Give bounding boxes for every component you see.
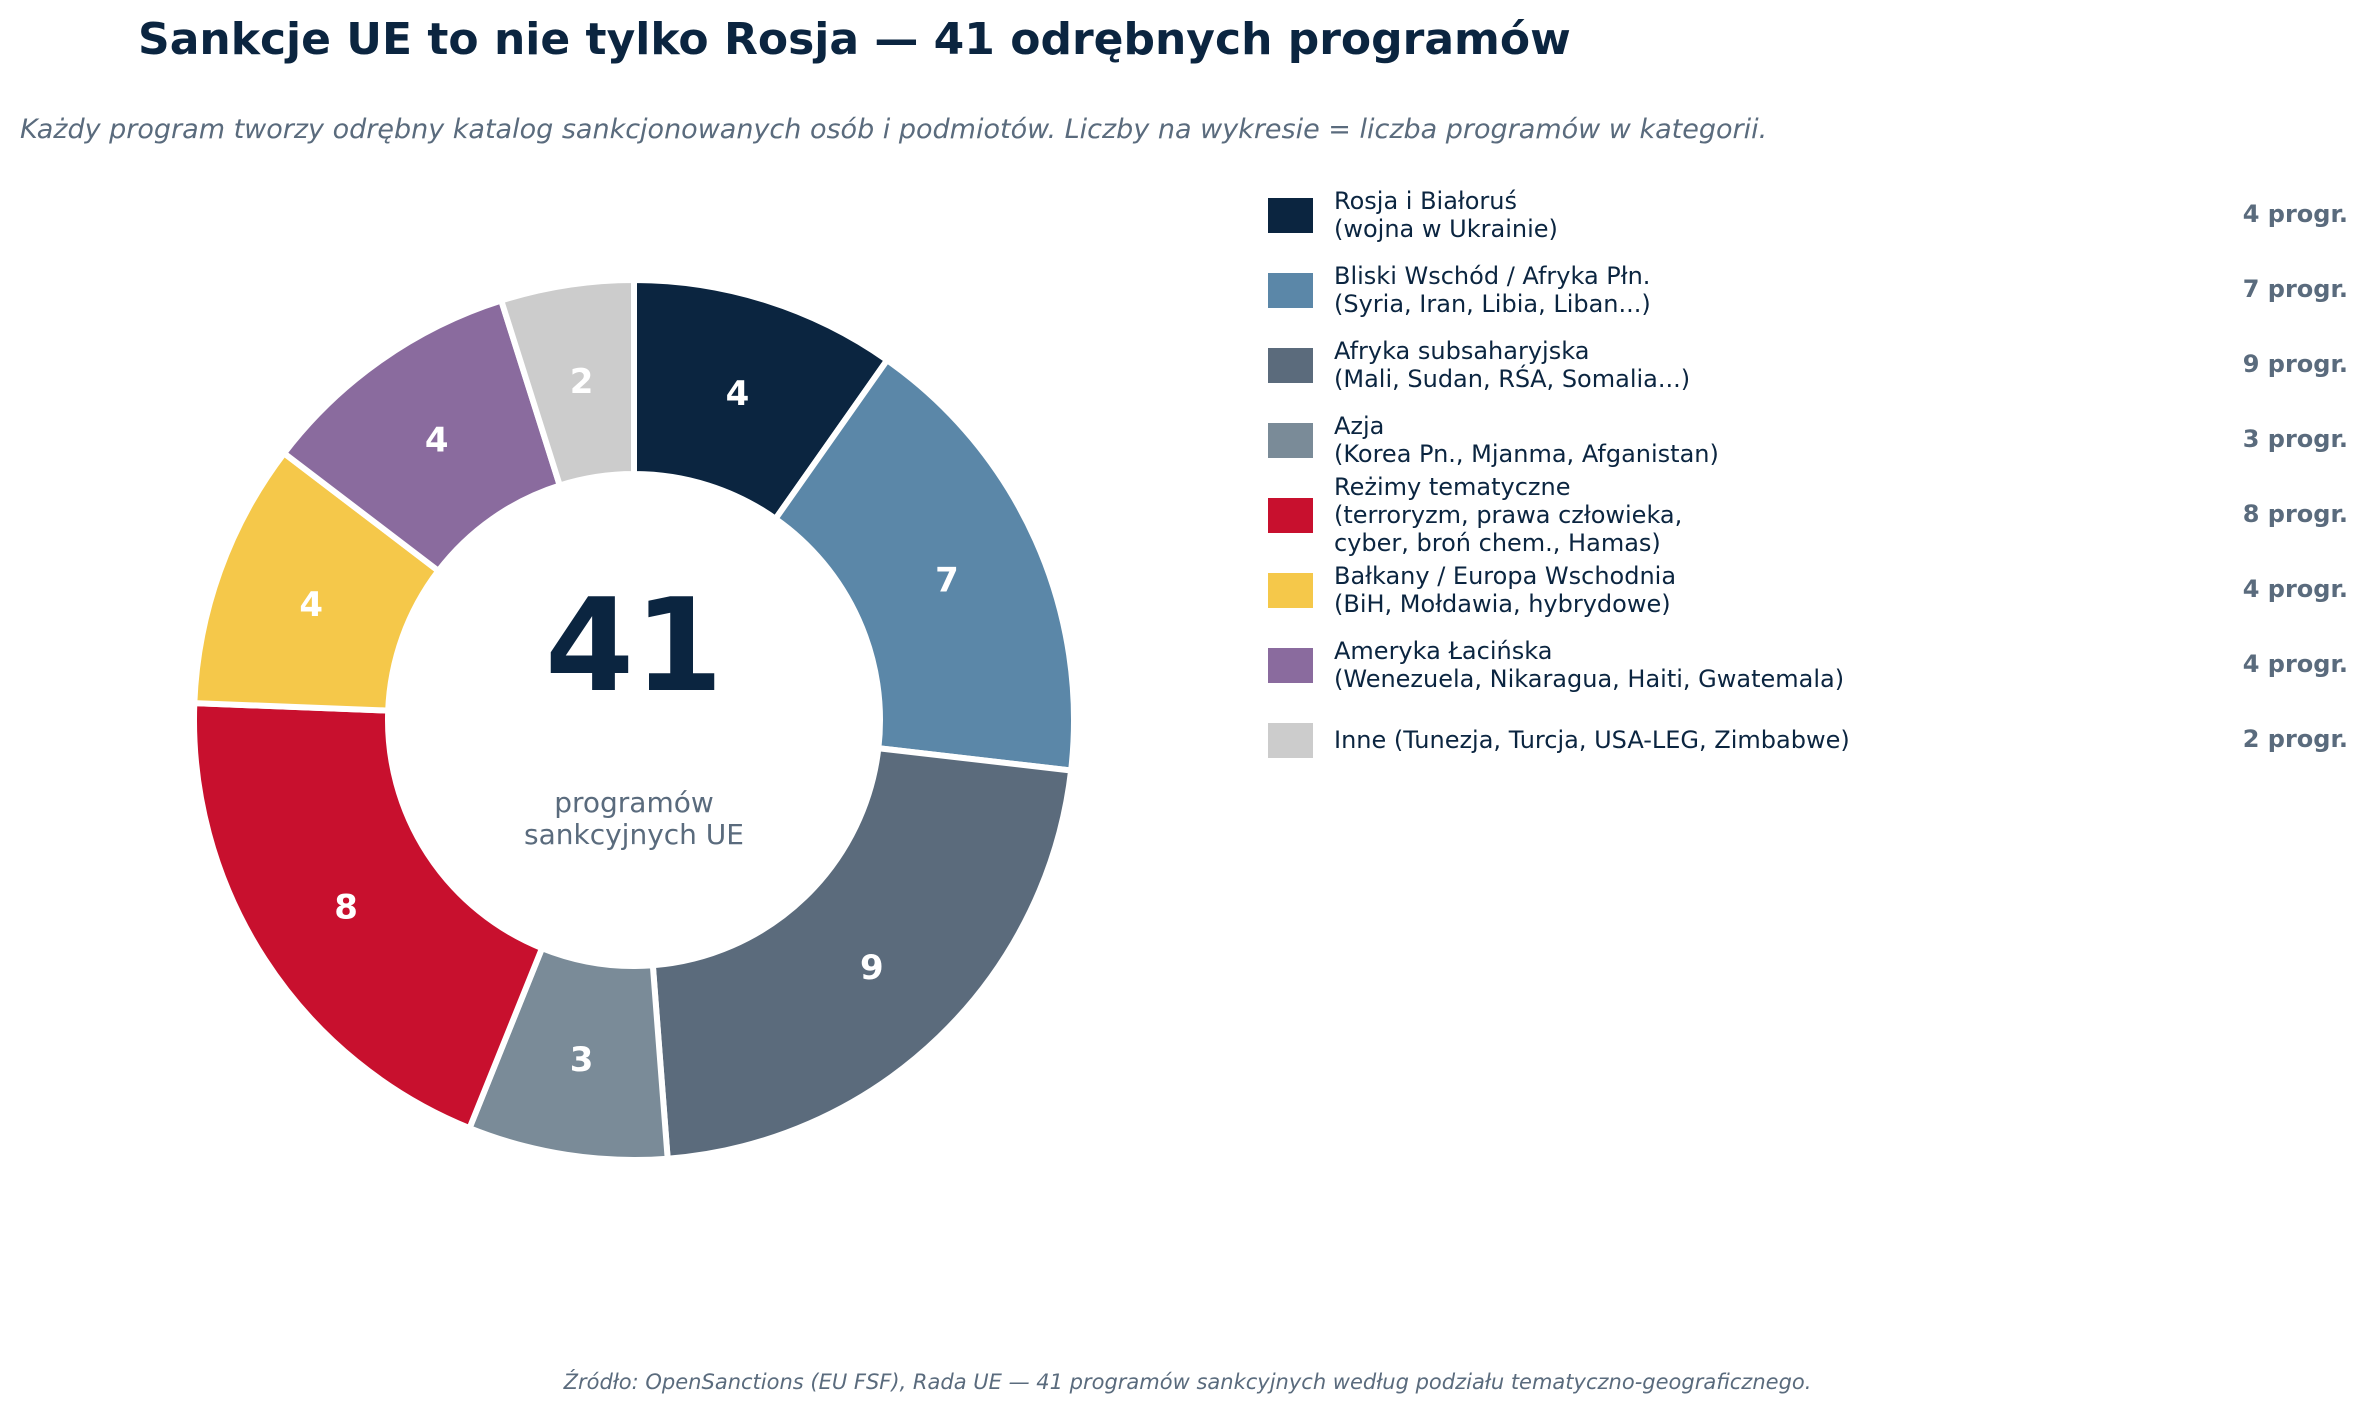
legend-count: 3 progr. xyxy=(2242,425,2348,453)
legend-label: Rosja i Białoruś (wojna w Ukrainie) xyxy=(1334,187,1558,243)
source-note: Źródło: OpenSanctions (EU FSF), Rada UE … xyxy=(563,1370,1812,1394)
legend-item: Azja (Korea Pn., Mjanma, Afganistan) 3 pr… xyxy=(1268,411,2348,481)
legend-item: Bliski Wschód / Afryka Płn. (Syria, Iran… xyxy=(1268,261,2348,331)
legend-label: Ameryka Łacińska (Wenezuela, Nikaragua, … xyxy=(1334,637,1845,693)
donut-center-value: 41 xyxy=(545,572,723,721)
legend-swatch xyxy=(1268,723,1313,758)
legend-swatch xyxy=(1268,423,1313,458)
legend-label: Afryka subsaharyjska (Mali, Sudan, RŚA, … xyxy=(1334,337,1691,393)
legend-label: Inne (Tunezja, Turcja, USA-LEG, Zimbabwe… xyxy=(1334,726,1850,754)
legend-swatch xyxy=(1268,648,1313,683)
legend-swatch xyxy=(1268,198,1313,233)
donut-slice-8 xyxy=(497,276,637,490)
donut-slice-value-4: 3 xyxy=(570,1040,594,1080)
legend-swatch xyxy=(1268,573,1313,608)
legend-label: Azja (Korea Pn., Mjanma, Afganistan) xyxy=(1334,412,1719,468)
donut-slice-value-5: 8 xyxy=(334,887,358,927)
donut-center-label-line: programów xyxy=(554,786,714,819)
legend-item: Rosja i Białoruś (wojna w Ukrainie) 4 pro… xyxy=(1268,186,2348,256)
legend-item: Bałkany / Europa Wschodnia (BiH, Mołdawi… xyxy=(1268,561,2348,631)
legend-label: Reżimy tematyczne (terroryzm, prawa czło… xyxy=(1334,473,1683,557)
donut-slice-value-7: 4 xyxy=(425,420,449,460)
legend-count: 9 progr. xyxy=(2242,350,2348,378)
chart-title: Sankcje UE to nie tylko Rosja — 41 odręb… xyxy=(138,14,1571,65)
donut-slice-3 xyxy=(649,744,1075,1162)
legend-swatch xyxy=(1268,498,1313,533)
legend-item: Reżimy tematyczne (terroryzm, prawa czło… xyxy=(1268,473,2348,557)
legend-label: Bliski Wschód / Afryka Płn. (Syria, Iran… xyxy=(1334,262,1651,318)
legend-swatch xyxy=(1268,348,1313,383)
donut-slice-value-8: 2 xyxy=(570,362,594,402)
donut-slice-labels: 4 7 9 3 8 4 4 2 xyxy=(299,362,958,1080)
donut-slice-5 xyxy=(191,700,546,1133)
legend-item: Ameryka Łacińska (Wenezuela, Nikaragua, … xyxy=(1268,636,2348,706)
chart-subtitle: Każdy program tworzy odrębny katalog san… xyxy=(20,114,1768,145)
legend-swatch xyxy=(1268,273,1313,308)
legend-count: 8 progr. xyxy=(2242,500,2348,528)
legend-item: Afryka subsaharyjska (Mali, Sudan, RŚA, … xyxy=(1268,336,2348,406)
donut-slice-value-2: 7 xyxy=(935,561,959,601)
donut-slices xyxy=(191,276,1078,1164)
legend-label: Bałkany / Europa Wschodnia (BiH, Mołdawi… xyxy=(1334,562,1677,618)
donut-center-label: programów sankcyjnych UE xyxy=(524,786,744,851)
donut-slice-value-1: 4 xyxy=(726,374,750,414)
legend-count: 4 progr. xyxy=(2242,200,2348,228)
donut-slice-2 xyxy=(771,355,1078,774)
legend-count: 7 progr. xyxy=(2242,275,2348,303)
legend-item: Inne (Tunezja, Turcja, USA-LEG, Zimbabwe… xyxy=(1268,711,2348,781)
legend-count: 2 progr. xyxy=(2242,725,2348,753)
donut-chart: 4 7 9 3 8 4 4 2 41 programów sankcyjnych UE xyxy=(191,276,1078,1164)
legend-count: 4 progr. xyxy=(2242,575,2348,603)
donut-slice-value-3: 9 xyxy=(860,948,884,988)
donut-slice-value-6: 4 xyxy=(299,585,323,625)
legend-count: 4 progr. xyxy=(2242,650,2348,678)
donut-center-label-line: sankcyjnych UE xyxy=(524,818,744,851)
